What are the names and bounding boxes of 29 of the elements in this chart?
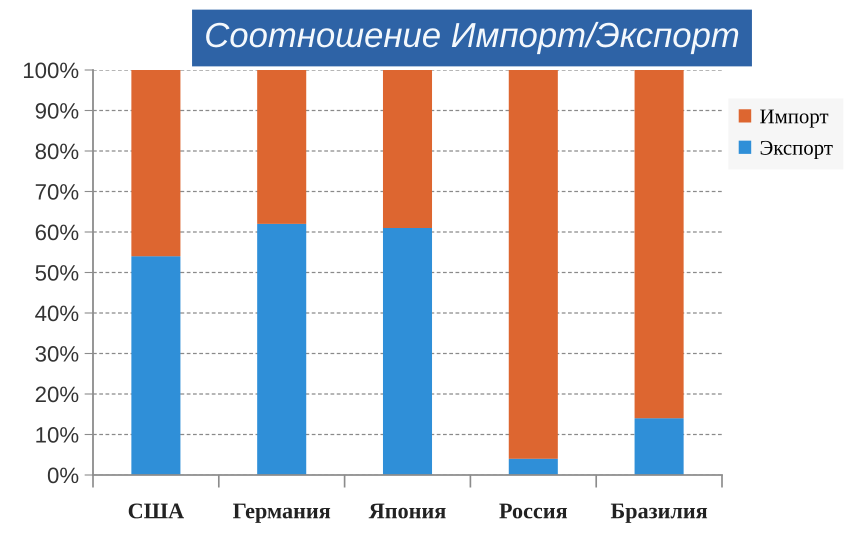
bar bbox=[508, 458, 558, 475]
x-tick-label: Япония bbox=[368, 504, 446, 518]
bar bbox=[508, 70, 558, 459]
x-tick-label: Бразилия bbox=[610, 504, 708, 523]
y-tick-label: 70% bbox=[36, 184, 78, 200]
bar bbox=[131, 70, 180, 256]
bar bbox=[131, 256, 180, 475]
x-tick-label: Россия bbox=[499, 504, 568, 518]
y-tick-label: 20% bbox=[36, 386, 78, 402]
legend-label: Импорт bbox=[760, 110, 828, 128]
y-tick-label: 30% bbox=[35, 346, 78, 362]
y-tick-label: 90% bbox=[36, 103, 78, 119]
bar bbox=[257, 70, 306, 224]
legend-label: Экспорт bbox=[760, 140, 833, 160]
y-tick-label: 100% bbox=[24, 62, 78, 78]
x-tick-label: США bbox=[128, 503, 184, 518]
chart-title: Соотношение Импорт/Экспорт bbox=[206, 22, 738, 54]
y-tick-label: 60% bbox=[36, 224, 78, 240]
y-tick-label: 50% bbox=[36, 265, 78, 281]
bar bbox=[382, 228, 432, 475]
y-tick-label: 0% bbox=[48, 468, 78, 484]
bar bbox=[634, 418, 684, 475]
y-tick-label: 40% bbox=[35, 306, 78, 322]
y-tick-label: 80% bbox=[36, 144, 78, 160]
bar bbox=[634, 70, 684, 418]
x-tick-label: Германия bbox=[233, 504, 330, 523]
bar bbox=[257, 224, 306, 475]
y-tick-label: 10% bbox=[36, 427, 78, 443]
bar bbox=[382, 70, 432, 228]
